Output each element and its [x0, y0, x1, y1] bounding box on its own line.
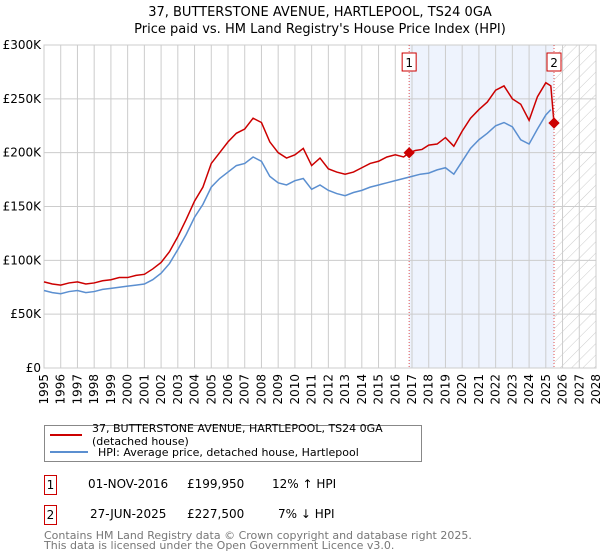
- x-tick-label: 2012: [321, 374, 335, 405]
- x-tick-label: 2000: [121, 374, 135, 405]
- sale-price: £199,950: [187, 477, 245, 491]
- sale-label: 2: [550, 56, 558, 70]
- legend-swatch-red: [50, 434, 82, 436]
- x-tick-label: 2011: [305, 374, 319, 405]
- x-tick-label: 2006: [221, 374, 235, 405]
- x-tick-label: 1999: [104, 374, 118, 405]
- sale-hpi: 12% ↑ HPI: [272, 477, 337, 491]
- x-tick-label: 2020: [455, 374, 469, 405]
- legend-item-property: 37, BUTTERSTONE AVENUE, HARTLEPOOL, TS24…: [45, 422, 421, 448]
- y-tick-label: £50K: [10, 307, 42, 321]
- x-tick-label: 2001: [137, 374, 151, 405]
- x-tick-label: 2007: [238, 374, 252, 405]
- x-tick-label: 1996: [54, 374, 68, 405]
- x-tick-label: 2023: [505, 374, 519, 405]
- y-tick-label: £200K: [3, 146, 43, 160]
- x-tick-label: 2026: [556, 374, 570, 405]
- plot-frame: [43, 44, 597, 369]
- sale-hpi: 7% ↓ HPI: [278, 507, 335, 521]
- chart-svg: 37, BUTTERSTONE AVENUE, HARTLEPOOL, TS24…: [3, 5, 600, 405]
- footer-line: Contains HM Land Registry data © Crown c…: [44, 529, 472, 542]
- sale-label-box: [546, 52, 562, 72]
- x-tick-label: 2005: [204, 374, 218, 405]
- sale-marker-badge: 2: [44, 505, 57, 525]
- y-tick-label: £300K: [3, 38, 43, 52]
- x-tick-label: 2018: [422, 374, 436, 405]
- sale-marker-badge: 1: [44, 475, 57, 495]
- x-tick-label: 2027: [572, 374, 586, 405]
- hpi-line: [43, 109, 552, 295]
- property-price-line: [43, 81, 555, 286]
- x-tick-label: 1995: [37, 374, 51, 405]
- x-tick-label: 2017: [405, 374, 419, 405]
- x-tick-label: 2004: [188, 374, 202, 405]
- footer-line: This data is licensed under the Open Gov…: [44, 539, 395, 552]
- sale-label-box: [401, 52, 417, 72]
- y-tick-label: £100K: [3, 253, 43, 267]
- chart-title: 37, BUTTERSTONE AVENUE, HARTLEPOOL, TS24…: [148, 5, 492, 20]
- x-tick-label: 1998: [87, 374, 101, 405]
- sale-date: 27-JUN-2025: [90, 507, 167, 521]
- sale-point: [403, 147, 415, 159]
- x-tick-label: 1997: [70, 374, 84, 405]
- sale-label: 1: [405, 56, 413, 70]
- sale-date: 01-NOV-2016: [88, 477, 169, 491]
- x-tick-label: 2003: [171, 374, 185, 405]
- legend-label: 37, BUTTERSTONE AVENUE, HARTLEPOOL, TS24…: [91, 422, 383, 448]
- chart-subtitle: Price paid vs. HM Land Registry's House …: [134, 22, 506, 37]
- legend-item-hpi: HPI: Average price, detached house, Hart…: [45, 444, 359, 460]
- y-tick-label: £250K: [3, 92, 43, 106]
- legend-label: HPI: Average price, detached house, Hart…: [98, 445, 359, 459]
- y-tick-label: £150K: [3, 200, 43, 214]
- legend-swatch-blue: [50, 451, 88, 453]
- x-tick-label: 2019: [438, 374, 452, 405]
- y-tick-label: £0: [26, 361, 41, 375]
- x-tick-label: 2024: [522, 374, 536, 405]
- x-tick-label: 2009: [271, 374, 285, 405]
- footer-note: Contains HM Land Registry data © Crown c…: [44, 529, 472, 552]
- x-tick-label: 2021: [472, 374, 486, 405]
- x-tick-label: 2013: [338, 374, 352, 405]
- x-tick-label: 2016: [388, 374, 402, 405]
- sale-price: £227,500: [187, 507, 245, 521]
- x-tick-label: 2025: [539, 374, 553, 405]
- x-tick-label: 2022: [489, 374, 503, 405]
- x-tick-label: 2010: [288, 374, 302, 405]
- x-tick-label: 2028: [589, 374, 600, 405]
- x-tick-label: 2015: [372, 374, 386, 405]
- legend: 37, BUTTERSTONE AVENUE, HARTLEPOOL, TS24…: [44, 422, 422, 462]
- x-tick-label: 2014: [355, 374, 369, 405]
- x-tick-label: 2008: [254, 374, 268, 405]
- x-tick-label: 2002: [154, 374, 168, 405]
